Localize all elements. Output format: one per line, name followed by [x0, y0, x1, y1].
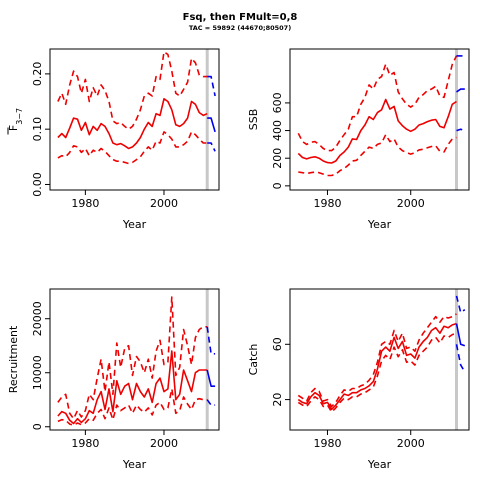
ssb-panel-series-forecast-lower [456, 128, 466, 132]
recruitment-panel-ylabel: Recruitment [7, 325, 20, 393]
catch-panel-xtick-label-1980: 1980 [313, 437, 341, 450]
ssb-panel-series-forecast-median [456, 88, 465, 93]
catch-panel-series-forecast-median [455, 323, 466, 347]
catch-panel-ytick-label-0: 20 [271, 393, 284, 407]
f-panel-ylabel: F3−7 [7, 108, 24, 131]
ssb-panel-frame [289, 48, 470, 191]
catch-panel: 1980 2000 20 60 Year Catch [247, 288, 470, 471]
f-panel-series-forecast-upper [207, 75, 216, 97]
ssb-panel-ytick-label-0: 0 [271, 182, 284, 189]
f-panel-xtick-label-1980: 1980 [71, 197, 99, 210]
recruitment-panel-ytick-label-2: 20000 [31, 301, 44, 336]
f-panel-ylabel-subscript: 3−7 [15, 108, 24, 125]
catch-panel-frame [289, 288, 470, 431]
recruitment-panel-xtick-label-1980: 1980 [71, 437, 99, 450]
f-panel-series-forecast-median [207, 117, 216, 133]
recruitment-panel-xlabel: Year [122, 458, 147, 471]
ssb-panel-ytick-label-1: 200 [271, 148, 284, 169]
f-panel: 1980 2000 0.00 0.10 0.20 Year F3−7 [7, 48, 220, 231]
recruitment-panel-frame [49, 288, 220, 431]
recruitment-panel-series-lower [57, 388, 208, 426]
recruitment-panel-series-median [57, 350, 208, 425]
ssb-panel-series-upper [297, 55, 458, 152]
recruitment-panel-xtick-label-2000: 2000 [150, 437, 178, 450]
ssb-panel-xtick-label-2000: 2000 [397, 197, 425, 210]
ssb-panel-series-median [297, 98, 457, 164]
recruitment-panel-series-forecast-lower [206, 399, 216, 406]
f-panel-series-lower [57, 131, 208, 165]
figure-subtitle: TAC = 59892 (44670;80507) [189, 24, 291, 32]
ssb-panel-xlabel: Year [367, 218, 392, 231]
f-panel-series-median [57, 98, 208, 150]
ssb-panel: 1980 2000 0 200 400 600 Year SSB [247, 48, 470, 231]
ssb-panel-xtick-label-1980: 1980 [313, 197, 341, 210]
f-panel-series-forecast-lower [207, 142, 216, 152]
catch-panel-ytick-label-1: 60 [271, 337, 284, 351]
recruitment-panel-ytick-label-1: 10000 [31, 355, 44, 390]
recruitment-panel-series-upper [57, 296, 208, 420]
catch-panel-ylabel: Catch [247, 344, 260, 376]
f-panel-xtick-label-2000: 2000 [150, 197, 178, 210]
recruitment-panel-series-forecast-median [206, 369, 216, 387]
f-panel-ytick-label-1: 0.10 [31, 117, 44, 142]
ssb-panel-series-lower [298, 133, 457, 177]
recruitment-panel-ytick-label-0: 0 [31, 423, 44, 430]
ssb-panel-ylabel: SSB [247, 109, 260, 131]
catch-panel-xtick-label-2000: 2000 [397, 437, 425, 450]
f-panel-ytick-label-0: 0.00 [31, 172, 44, 197]
catch-panel-series-forecast-upper [455, 295, 466, 314]
catch-panel-series-forecast-lower [455, 344, 466, 373]
ssb-panel-ytick-label-2: 400 [271, 120, 284, 141]
f-panel-xlabel: Year [122, 218, 147, 231]
catch-panel-series-upper [297, 313, 457, 408]
catch-panel-series-median [297, 322, 457, 411]
figure-title: Fsq, then FMult=0,8 [183, 12, 298, 23]
f-panel-ytick-label-2: 0.20 [31, 62, 44, 87]
f-panel-frame [49, 48, 220, 191]
catch-panel-series-lower [297, 332, 457, 413]
ssb-panel-ytick-label-3: 600 [271, 92, 284, 113]
f-panel-series-upper [57, 51, 208, 130]
catch-panel-xlabel: Year [367, 458, 392, 471]
